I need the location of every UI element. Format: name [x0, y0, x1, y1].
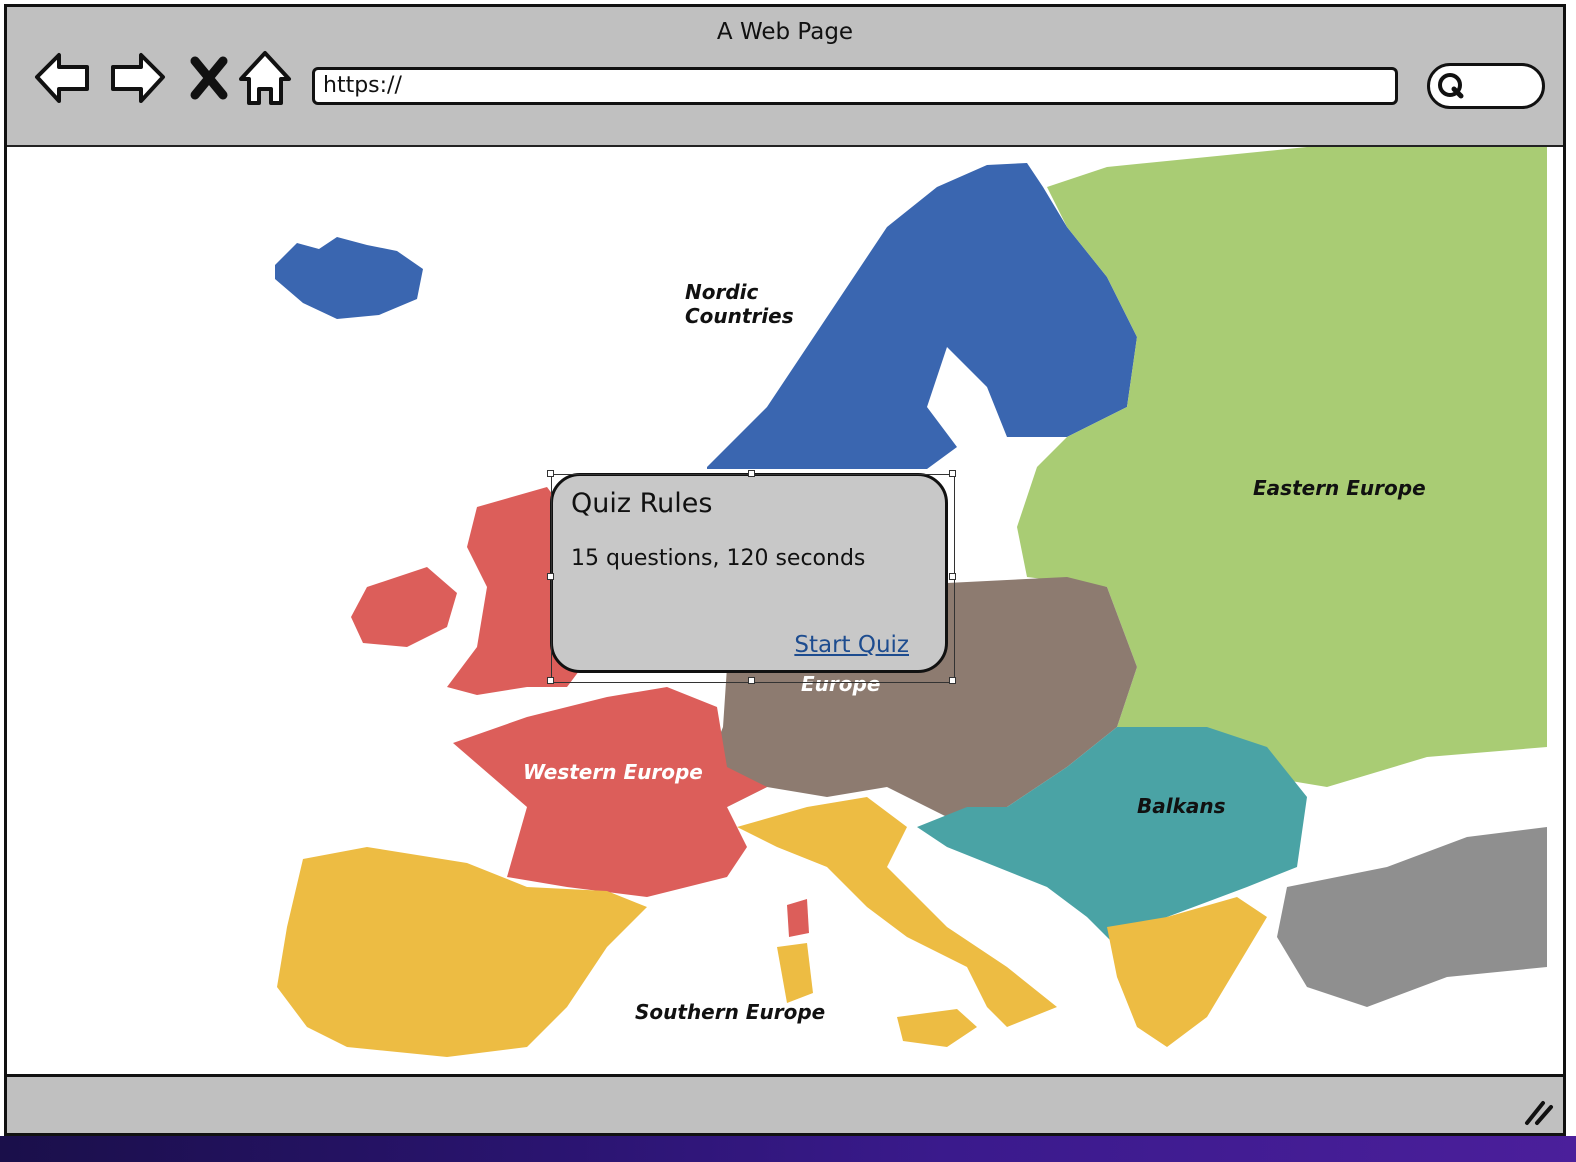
url-input[interactable]: https://: [312, 67, 1398, 105]
forward-button[interactable]: [105, 47, 169, 111]
selection-handle[interactable]: [949, 573, 956, 580]
back-arrow-icon: [35, 53, 89, 103]
home-icon: [239, 51, 291, 105]
window-title: A Web Page: [716, 19, 854, 45]
page-content: Nordic Countries Eastern Europe Europe W…: [7, 147, 1563, 1083]
dialog-rules-text: 15 questions, 120 seconds: [571, 546, 866, 571]
scandinavia-shape: [707, 163, 1137, 469]
status-bar: [7, 1074, 1563, 1133]
back-button[interactable]: [31, 47, 95, 111]
corsica-shape: [787, 899, 809, 937]
quiz-rules-dialog: Quiz Rules 15 questions, 120 seconds Sta…: [550, 473, 948, 673]
label-southern-europe: Southern Europe: [635, 1000, 825, 1024]
selection-handle[interactable]: [547, 677, 554, 684]
france-shape: [453, 687, 767, 897]
search-icon: [1438, 73, 1464, 99]
desktop-background: [0, 1136, 1576, 1162]
selection-handle[interactable]: [748, 470, 755, 477]
dialog-title: Quiz Rules: [571, 488, 713, 519]
label-nordic-line2: Countries: [685, 304, 794, 328]
sardinia-shape: [777, 943, 813, 1003]
ireland-shape: [351, 567, 457, 647]
selection-handle[interactable]: [949, 470, 956, 477]
label-eastern-europe: Eastern Europe: [1253, 476, 1426, 500]
selection-handle[interactable]: [949, 677, 956, 684]
start-quiz-link[interactable]: Start Quiz: [794, 632, 909, 658]
label-nordic-line1: Nordic: [685, 280, 759, 304]
label-balkans: Balkans: [1137, 794, 1226, 818]
iberia-shape: [277, 847, 647, 1057]
selection-handle[interactable]: [547, 470, 554, 477]
close-icon: [190, 56, 228, 100]
greece-shape: [1107, 897, 1267, 1047]
forward-arrow-icon: [111, 53, 165, 103]
browser-toolbar: A Web Page https://: [7, 7, 1563, 147]
label-central-europe-partial: Europe: [801, 672, 880, 696]
label-western-europe: Western Europe: [523, 760, 703, 784]
resize-grip-icon[interactable]: [1521, 1097, 1555, 1127]
balkans-shape: [917, 727, 1307, 947]
stop-button[interactable]: [181, 47, 245, 111]
search-field[interactable]: [1427, 63, 1545, 109]
iceland-shape: [275, 237, 423, 319]
browser-window: A Web Page https://: [4, 4, 1566, 1136]
selection-handle[interactable]: [748, 677, 755, 684]
selection-handle[interactable]: [547, 573, 554, 580]
italy-shape: [737, 797, 1057, 1027]
sicily-shape: [897, 1009, 977, 1047]
turkey-shape: [1277, 827, 1547, 1007]
home-button[interactable]: [233, 47, 297, 111]
eastern-europe-shape: [1017, 147, 1547, 787]
